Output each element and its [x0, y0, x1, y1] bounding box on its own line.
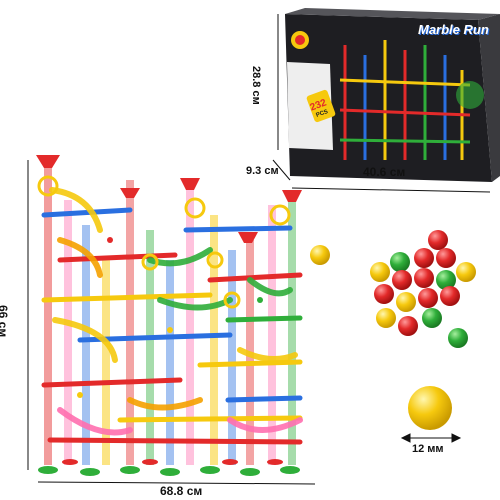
large-yellow-ball — [408, 386, 452, 430]
ball-cluster — [310, 230, 476, 348]
box-width-label: 40.6 см — [363, 165, 406, 179]
box-depth-label: 9.3 см — [246, 165, 279, 177]
assembled-width-label: 68.8 см — [160, 484, 203, 498]
box-brand-name: Marble Run — [418, 22, 489, 37]
ball-diameter-label: 12 мм — [412, 443, 444, 455]
